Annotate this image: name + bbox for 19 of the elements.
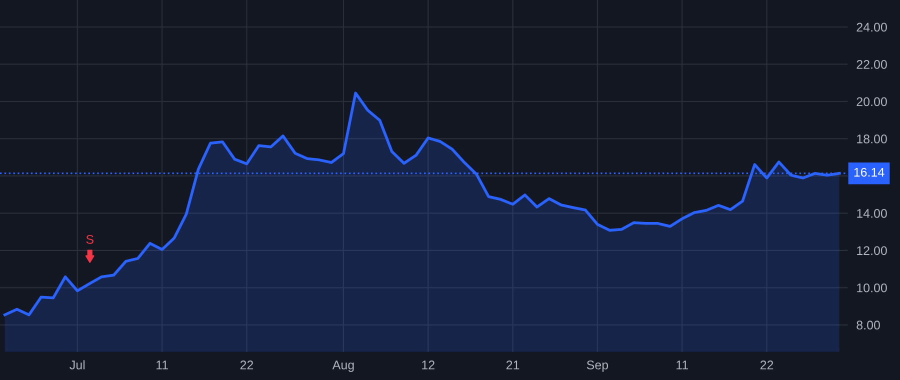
- y-tick-label: 24.00: [856, 22, 887, 32]
- y-tick-label: 22.00: [856, 60, 887, 69]
- y-tick-label: 8.00: [856, 320, 880, 330]
- x-tick-label: 22: [240, 360, 254, 370]
- y-tick-label: 14.00: [857, 208, 887, 218]
- x-tick-label: Sep: [586, 360, 608, 372]
- y-tick-label: 12.00: [857, 246, 887, 256]
- x-tick-label: 22: [760, 360, 774, 370]
- annotation: S: [86, 234, 94, 244]
- y-tick-label: 18.00: [857, 134, 887, 144]
- x-tick-label: 12: [422, 360, 434, 370]
- y-tick-label: 20.00: [856, 97, 887, 106]
- y-tick-label: 10.00: [857, 283, 887, 292]
- x-tick-label: Aug: [332, 360, 354, 372]
- x-tick-label: Jul: [70, 360, 85, 370]
- x-tick-label: 11: [156, 360, 168, 370]
- x-tick-label: 21: [506, 360, 520, 370]
- x-tick-label: 11: [676, 360, 688, 370]
- ref-line-label: 16.14: [854, 168, 884, 177]
